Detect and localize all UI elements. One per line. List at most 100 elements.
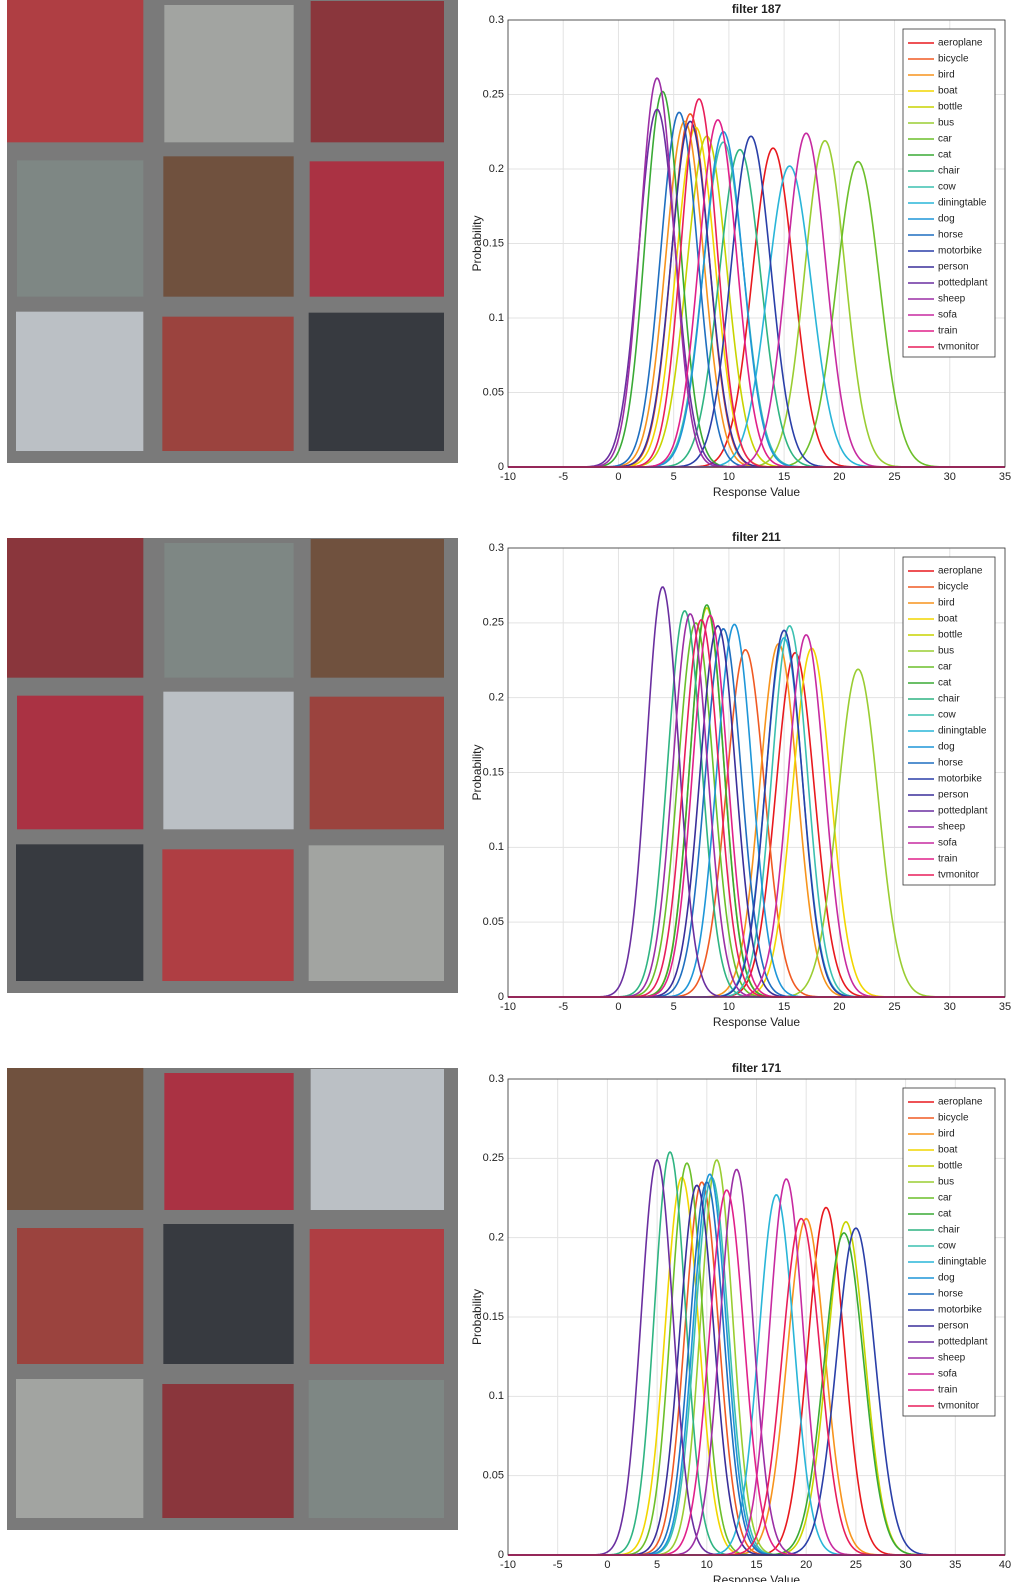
y-axis-label: Probability: [470, 744, 484, 800]
y-tick-label: 0.15: [483, 766, 504, 778]
legend-label: train: [938, 854, 957, 865]
thumbnail: [164, 1073, 293, 1210]
legend-label: dog: [938, 742, 955, 753]
legend-label: bicycle: [938, 54, 969, 65]
legend-label: train: [938, 326, 957, 337]
thumbnail: [311, 1, 444, 142]
y-tick-label: 0.25: [483, 617, 504, 629]
thumbnail: [17, 696, 143, 830]
thumbnail: [7, 1068, 143, 1210]
legend-label: sheep: [938, 822, 966, 833]
legend-label: tvmonitor: [938, 342, 980, 353]
x-tick-label: 40: [999, 1559, 1011, 1571]
thumbnail: [7, 538, 143, 678]
legend-label: cow: [938, 710, 957, 721]
y-tick-label: 0.25: [483, 1152, 504, 1164]
legend-label: aeroplane: [938, 38, 983, 49]
thumbnail: [17, 160, 143, 296]
legend-label: diningtable: [938, 1257, 987, 1268]
x-tick-label: 5: [671, 1001, 677, 1013]
legend-label: person: [938, 1321, 969, 1332]
legend-label: train: [938, 1385, 957, 1396]
y-tick-label: 0.3: [489, 542, 504, 554]
legend-label: bus: [938, 646, 954, 657]
legend-label: pottedplant: [938, 1337, 988, 1348]
thumbnail: [162, 1384, 293, 1518]
legend-label: boat: [938, 86, 958, 97]
x-tick-label: 25: [888, 471, 900, 483]
x-tick-label: 0: [615, 1001, 621, 1013]
y-tick-label: 0.2: [489, 163, 504, 175]
thumbnail: [311, 539, 444, 678]
legend-label: pottedplant: [938, 278, 988, 289]
legend-label: horse: [938, 230, 963, 241]
legend-label: cow: [938, 1241, 957, 1252]
legend-label: car: [938, 1193, 953, 1204]
x-tick-label: 10: [701, 1559, 713, 1571]
legend-label: bottle: [938, 1161, 963, 1172]
legend-label: motorbike: [938, 246, 982, 257]
chart-title: filter 171: [732, 1061, 782, 1075]
thumbnail: [163, 692, 293, 830]
x-tick-label: 25: [888, 1001, 900, 1013]
x-axis-label: Response Value: [713, 1573, 800, 1582]
y-tick-label: 0.3: [489, 1073, 504, 1085]
thumbnail: [164, 543, 293, 678]
legend-label: motorbike: [938, 774, 982, 785]
figure: -10-50510152025303500.050.10.150.20.250.…: [0, 0, 1029, 1582]
legend-label: bus: [938, 118, 954, 129]
y-tick-label: 0.1: [489, 1390, 504, 1402]
x-tick-label: 20: [833, 1001, 845, 1013]
y-axis-label: Probability: [470, 215, 484, 271]
y-tick-label: 0.2: [489, 1232, 504, 1244]
x-tick-label: -5: [558, 471, 568, 483]
y-tick-label: 0.1: [489, 312, 504, 324]
x-tick-label: 30: [944, 1001, 956, 1013]
y-tick-label: 0.05: [483, 386, 504, 398]
y-tick-label: 0.2: [489, 692, 504, 704]
thumbnail: [16, 844, 143, 981]
legend-label: motorbike: [938, 1305, 982, 1316]
legend-label: bird: [938, 1129, 955, 1140]
legend-label: boat: [938, 614, 958, 625]
x-tick-label: 30: [899, 1559, 911, 1571]
legend-label: tvmonitor: [938, 870, 980, 881]
chart-title: filter 187: [732, 2, 782, 16]
y-tick-label: 0.1: [489, 841, 504, 853]
thumbnail: [163, 156, 293, 296]
legend-label: cow: [938, 182, 957, 193]
legend-label: bottle: [938, 630, 963, 641]
legend-label: bicycle: [938, 1113, 969, 1124]
legend-label: sheep: [938, 294, 966, 305]
legend-label: dog: [938, 214, 955, 225]
legend-label: chair: [938, 166, 960, 177]
thumbnail: [309, 313, 444, 451]
legend-label: car: [938, 662, 953, 673]
x-tick-label: 5: [671, 471, 677, 483]
thumbnail: [309, 845, 444, 981]
x-tick-label: 5: [654, 1559, 660, 1571]
legend-label: horse: [938, 758, 963, 769]
x-tick-label: 10: [723, 471, 735, 483]
legend-label: chair: [938, 694, 960, 705]
legend-label: cat: [938, 1209, 952, 1220]
thumbnail: [17, 1228, 143, 1364]
x-tick-label: -5: [558, 1001, 568, 1013]
x-tick-label: 30: [944, 471, 956, 483]
y-tick-label: 0: [498, 991, 504, 1003]
x-axis-label: Response Value: [713, 1015, 800, 1029]
legend-label: bicycle: [938, 582, 969, 593]
legend-label: pottedplant: [938, 806, 988, 817]
y-tick-label: 0.25: [483, 88, 504, 100]
legend-label: sofa: [938, 1369, 957, 1380]
x-tick-label: 10: [723, 1001, 735, 1013]
legend-label: cat: [938, 150, 952, 161]
legend-label: person: [938, 790, 969, 801]
x-tick-label: 0: [615, 471, 621, 483]
thumbnail: [162, 317, 293, 451]
y-tick-label: 0.05: [483, 916, 504, 928]
legend-label: sheep: [938, 1353, 966, 1364]
thumbnail: [163, 1224, 293, 1364]
thumbnail: [164, 5, 293, 142]
thumbnail: [310, 1229, 444, 1364]
